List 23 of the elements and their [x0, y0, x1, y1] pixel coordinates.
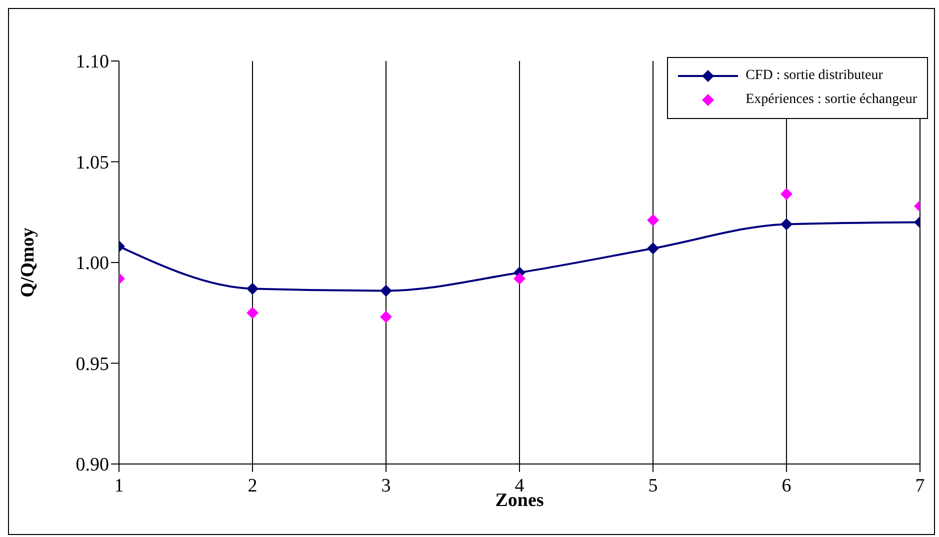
y-axis-title: Q/Qmoy — [18, 227, 39, 298]
point — [380, 310, 392, 323]
x-tick-label: 5 — [648, 475, 658, 496]
point — [647, 242, 659, 254]
y-tick-label: 0.95 — [76, 354, 109, 375]
point — [647, 214, 659, 226]
point — [780, 218, 792, 230]
point — [380, 284, 392, 297]
legend-label: CFD : sortie distributeur — [746, 68, 883, 84]
point — [246, 282, 258, 295]
x-tick-label: 3 — [381, 475, 391, 496]
x-tick-label: 6 — [782, 475, 792, 496]
x-tick-label: 7 — [915, 475, 925, 496]
point — [780, 188, 792, 200]
point — [246, 306, 258, 319]
y-tick-label: 1.00 — [76, 253, 109, 274]
x-tick-label: 1 — [114, 475, 124, 496]
point — [514, 272, 526, 285]
y-tick-label: 1.10 — [76, 52, 109, 73]
y-tick-label: 0.90 — [76, 454, 109, 476]
legend-label: Expériences : sortie échangeur — [746, 92, 917, 108]
x-tick-label: 2 — [248, 475, 258, 496]
y-tick-label: 1.05 — [76, 152, 109, 174]
